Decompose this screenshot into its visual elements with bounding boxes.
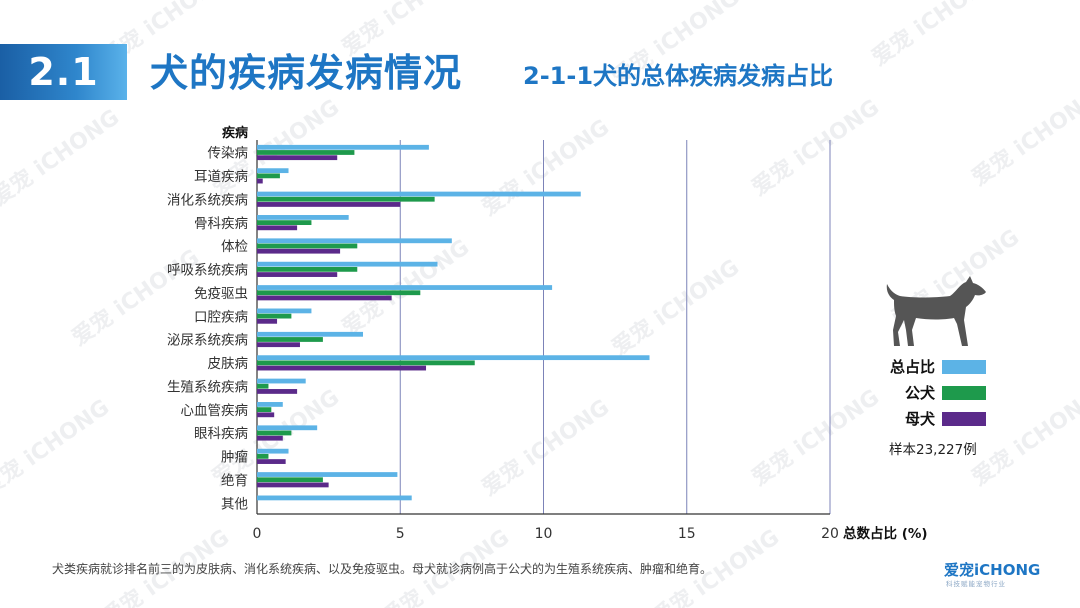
bar-male bbox=[257, 313, 292, 319]
bar-male bbox=[257, 266, 358, 272]
bar-female bbox=[257, 248, 341, 254]
bar-female bbox=[257, 272, 338, 277]
bar-female bbox=[257, 295, 392, 301]
brand-logo: 爱宠iCHONG bbox=[944, 561, 1041, 579]
bar-female bbox=[257, 225, 298, 231]
bar-male bbox=[257, 290, 421, 296]
category-label: 口腔疾病 bbox=[194, 309, 248, 325]
bar-female bbox=[257, 318, 278, 324]
legend-label: 总占比 bbox=[889, 358, 935, 376]
bar-total bbox=[257, 285, 553, 290]
category-label: 耳道疾病 bbox=[194, 169, 248, 185]
bar-male bbox=[257, 407, 272, 413]
bar-total bbox=[257, 331, 364, 337]
bar-male bbox=[257, 430, 292, 436]
chart-legend: 总占比 公犬 母犬 bbox=[845, 355, 1005, 433]
x-tick-label: 10 bbox=[535, 526, 553, 542]
bar-female bbox=[257, 342, 300, 348]
bar-female bbox=[257, 459, 286, 464]
bar-male bbox=[257, 220, 312, 226]
category-label: 骨科疾病 bbox=[194, 216, 248, 232]
bar-female bbox=[257, 482, 329, 488]
bar-total bbox=[257, 378, 306, 384]
bar-male bbox=[257, 453, 269, 459]
bar-female bbox=[257, 365, 427, 371]
y-axis-title: 疾病 bbox=[222, 125, 248, 141]
category-label: 其他 bbox=[221, 496, 248, 512]
bar-female bbox=[257, 389, 298, 394]
bar-total bbox=[257, 425, 318, 431]
brand-tagline: 科技赋能宠物行业 bbox=[946, 580, 1006, 588]
category-label: 消化系统疾病 bbox=[167, 192, 248, 208]
bar-total bbox=[257, 215, 349, 220]
category-label: 肿瘤 bbox=[221, 449, 248, 466]
x-tick-label: 5 bbox=[396, 526, 405, 542]
legend-item-total: 总占比 bbox=[845, 355, 1005, 381]
bar-male bbox=[257, 383, 269, 389]
bar-male bbox=[257, 150, 355, 155]
bar-male bbox=[257, 173, 280, 179]
bar-total bbox=[257, 308, 312, 314]
x-tick-label: 15 bbox=[678, 526, 696, 542]
category-label: 传染病 bbox=[208, 146, 249, 162]
category-label: 绝育 bbox=[221, 473, 248, 489]
bar-female bbox=[257, 155, 338, 161]
legend-label: 母犬 bbox=[904, 410, 935, 428]
chart-footnote: 犬类疾病就诊排名前三的为皮肤病、消化系统疾病、以及免疫驱虫。母犬就诊病例高于公犬… bbox=[52, 562, 713, 576]
bar-total bbox=[257, 472, 398, 477]
legend-swatch-total bbox=[942, 360, 986, 374]
dog-silhouette-icon bbox=[886, 276, 986, 346]
bar-male bbox=[257, 477, 323, 483]
bar-total bbox=[257, 355, 650, 361]
bar-female bbox=[257, 435, 283, 441]
bar-male bbox=[257, 243, 358, 249]
legend-swatch-female bbox=[942, 412, 986, 426]
bar-female bbox=[257, 178, 263, 184]
x-axis-title: 总数占比 (%) bbox=[843, 525, 928, 542]
legend-label: 公犬 bbox=[904, 384, 935, 402]
page-title: 犬的疾病发病情况 bbox=[150, 51, 463, 95]
category-label: 体检 bbox=[221, 239, 248, 255]
legend-item-male: 公犬 bbox=[845, 381, 1005, 407]
bar-total bbox=[257, 238, 452, 244]
legend-item-female: 母犬 bbox=[845, 407, 1005, 433]
chart-subtitle: 2-1-1犬的总体疾病发病占比 bbox=[523, 62, 834, 90]
bar-total bbox=[257, 191, 581, 197]
legend-swatch-male bbox=[942, 386, 986, 400]
category-label: 生殖系统疾病 bbox=[167, 378, 248, 395]
bar-total bbox=[257, 168, 289, 174]
category-label: 眼科疾病 bbox=[194, 426, 248, 442]
bar-total bbox=[257, 495, 412, 501]
bar-total bbox=[257, 402, 283, 407]
category-label: 泌尿系统疾病 bbox=[167, 333, 248, 349]
category-label: 皮肤病 bbox=[208, 356, 249, 372]
category-label: 呼吸系统疾病 bbox=[167, 263, 248, 279]
section-number-badge: 2.1 bbox=[0, 44, 127, 100]
bar-male bbox=[257, 196, 435, 202]
bar-total bbox=[257, 261, 438, 267]
bar-male bbox=[257, 360, 475, 366]
x-tick-label: 20 bbox=[821, 526, 839, 542]
category-label: 免疫驱虫 bbox=[194, 286, 248, 302]
x-tick-label: 0 bbox=[253, 526, 262, 542]
bar-female bbox=[257, 202, 401, 207]
bar-male bbox=[257, 337, 323, 342]
bar-female bbox=[257, 412, 275, 418]
bar-total bbox=[257, 144, 429, 150]
category-label: 心血管疾病 bbox=[181, 403, 249, 419]
sample-size-note: 样本23,227例 bbox=[889, 442, 977, 458]
bar-total bbox=[257, 448, 289, 454]
